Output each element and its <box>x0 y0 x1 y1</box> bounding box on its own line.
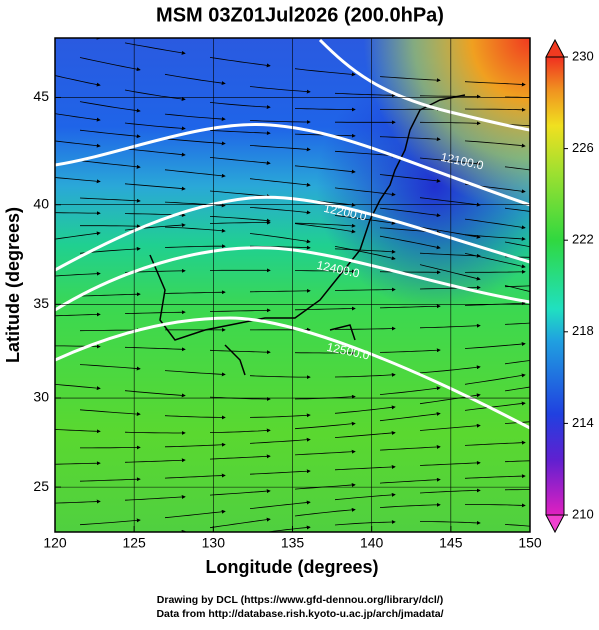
colorbar-end <box>546 40 564 57</box>
footer-text: Drawing by DCL (https://www.gfd-dennou.o… <box>157 594 443 606</box>
y-tick-label: 35 <box>33 295 49 311</box>
colorbar-tick-label: 222 <box>572 232 594 247</box>
y-axis-label: Latitude (degrees) <box>3 207 23 363</box>
colorbar-tick-label: 230 <box>572 48 594 63</box>
x-axis-label: Longitude (degrees) <box>205 557 378 577</box>
colorbar-tick-label: 210 <box>572 506 594 521</box>
colorbar-tick-label: 226 <box>572 140 594 155</box>
y-tick-label: 45 <box>33 88 49 104</box>
x-tick-label: 140 <box>360 535 384 551</box>
streamline <box>40 27 100 38</box>
y-tick-label: 40 <box>33 195 49 211</box>
x-tick-label: 120 <box>43 535 67 551</box>
x-tick-label: 150 <box>518 535 542 551</box>
y-tick-label: 25 <box>33 478 49 494</box>
streamline <box>80 552 140 561</box>
colorbar-body <box>546 57 564 515</box>
x-tick-label: 125 <box>122 535 146 551</box>
map-title: MSM 03Z01Jul2026 (200.0hPa) <box>156 4 444 26</box>
colorbar-tick-label: 214 <box>572 415 594 430</box>
x-tick-label: 130 <box>202 535 226 551</box>
colorbar-end <box>546 515 564 532</box>
footer-text: Data from http://database.rish.kyoto-u.a… <box>156 608 443 620</box>
x-tick-label: 145 <box>439 535 463 551</box>
x-tick-label: 135 <box>281 535 305 551</box>
colorbar: 210 214 218 222 226 230 <box>546 40 594 532</box>
y-tick-label: 30 <box>33 389 49 405</box>
colorbar-tick-label: 218 <box>572 323 594 338</box>
